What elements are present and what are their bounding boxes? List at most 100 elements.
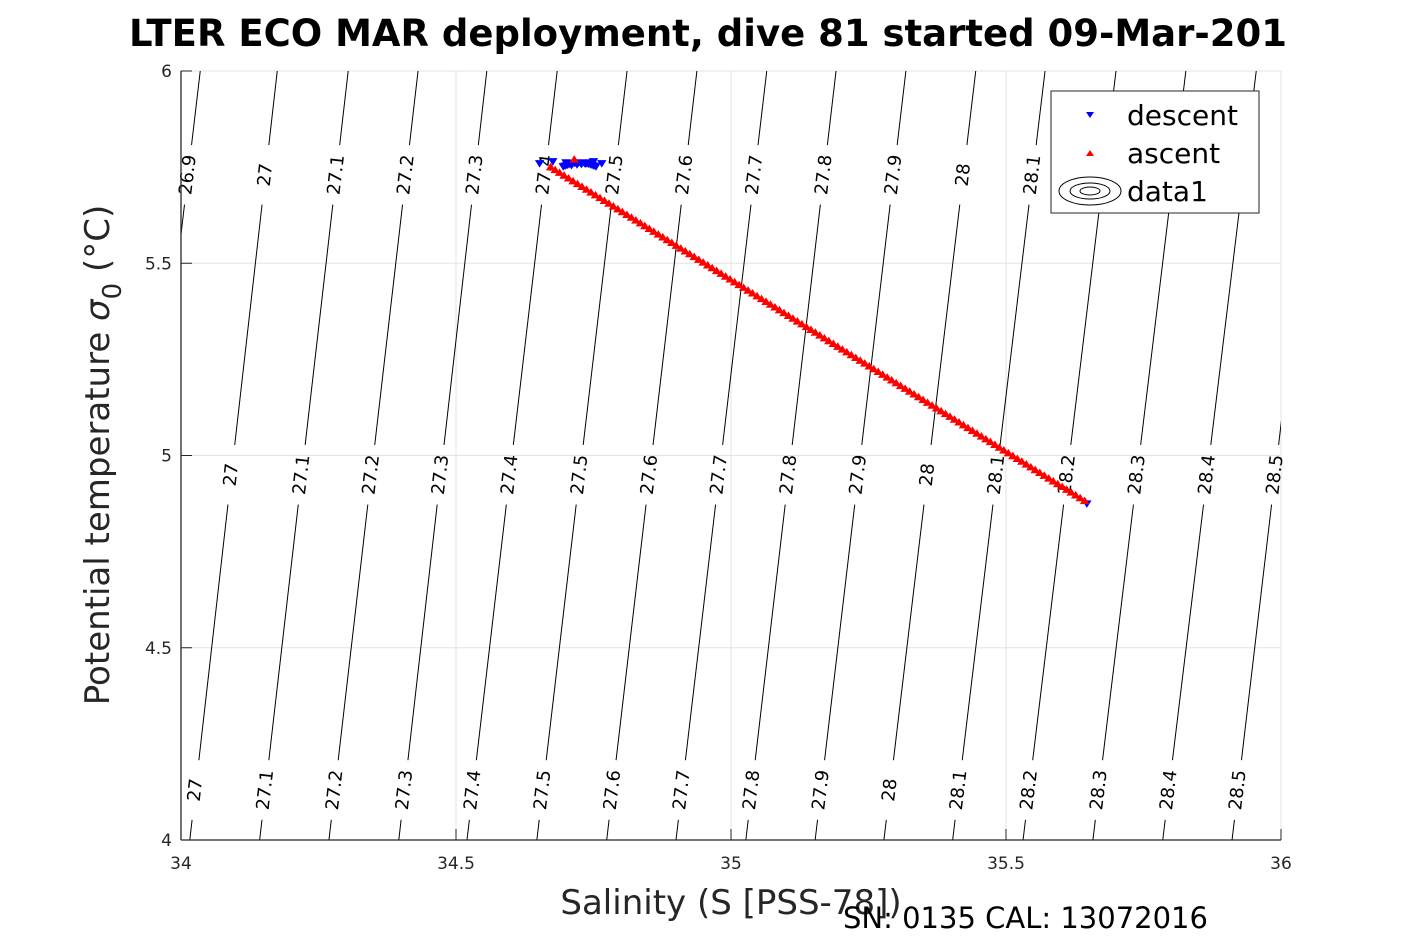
ascent-point (900, 384, 910, 392)
contour-line (966, 71, 977, 146)
contour-line (466, 819, 470, 840)
ascent-point (667, 238, 677, 247)
descent-point (534, 160, 545, 168)
contour-line (536, 819, 540, 840)
contour-label: 28 (952, 162, 976, 187)
ascent-point (774, 305, 785, 314)
ascent-point (1008, 451, 1018, 460)
y-axis-label-sigma: σ (78, 298, 118, 321)
ascent-point (927, 401, 937, 409)
ascent-point (913, 392, 924, 401)
ascent-point (842, 347, 852, 356)
contour-label: 27 (184, 777, 207, 802)
contour-line (339, 71, 349, 146)
contour-label: 27.5 (530, 769, 556, 811)
contour-line (548, 71, 558, 146)
ascent-point (891, 378, 901, 387)
contour-line (1240, 504, 1273, 761)
contour-label: 27.1 (289, 454, 314, 496)
legend-label: descent (1127, 99, 1238, 132)
legend: descent ascent data1 (1050, 90, 1260, 214)
contour-line (745, 819, 749, 840)
contour-line (398, 819, 402, 840)
contour-line (582, 204, 612, 445)
ascent-point (1066, 488, 1076, 496)
ascent-point (676, 244, 686, 252)
ascent-point (1030, 465, 1041, 474)
y-tick-label: 5.5 (145, 254, 172, 274)
contour-line (234, 204, 263, 445)
contour-label: 27.7 (706, 454, 732, 496)
contour-line (191, 71, 201, 146)
ascent-point (662, 235, 673, 244)
ascent-point (779, 308, 789, 317)
x-tick-label: 36 (1270, 854, 1292, 874)
ascent-point (873, 367, 883, 376)
contour-line (475, 504, 507, 761)
contour-label: 27.1 (324, 154, 349, 196)
ascent-point (967, 426, 978, 434)
x-tick-label: 34 (170, 854, 192, 874)
ascent-point (765, 300, 776, 308)
contour-label: 27.6 (600, 769, 626, 811)
ascent-point (725, 274, 735, 283)
contour-line (477, 71, 488, 146)
legend-entry-ascent: ascent (1086, 137, 1220, 170)
contour-label: 27.6 (637, 454, 663, 496)
contour-line (268, 504, 299, 761)
ascent-point (563, 173, 574, 182)
ascent-point (869, 364, 879, 373)
ascent-point (846, 350, 857, 359)
ascent-point (720, 272, 731, 280)
ascent-point (649, 227, 659, 235)
ascent-marker-icon (1086, 150, 1094, 156)
y-tick-label: 6 (161, 62, 172, 82)
contour-line (722, 204, 752, 445)
y-tick-label: 4 (161, 831, 172, 851)
ascent-point (631, 216, 641, 224)
ascent-point (810, 328, 821, 336)
ascent-point (640, 221, 650, 230)
ascent-point (1026, 462, 1036, 471)
ascent-point (577, 182, 587, 190)
contour-label: 27.7 (742, 154, 768, 196)
ascent-point (958, 420, 969, 429)
tick-labels: 34 34.5 35 35.5 36 4 4.5 5 5.5 6 (145, 62, 1292, 874)
ascent-point (604, 199, 614, 207)
contour-outer-icon (1058, 176, 1122, 206)
x-tick-label: 35.5 (987, 854, 1025, 874)
ascent-point (922, 398, 933, 406)
contour-line (606, 819, 610, 840)
ascent-point (1048, 476, 1058, 485)
ascent-point (635, 218, 646, 227)
ascent-point (792, 317, 803, 325)
ascent-point (743, 286, 753, 294)
contour-line (757, 71, 768, 146)
contour-label: 28 (878, 777, 902, 802)
contour-line (1278, 420, 1281, 445)
ascent-point (770, 302, 780, 311)
ascent-point (644, 224, 655, 233)
ascent-point (599, 196, 610, 204)
contour-line (883, 819, 887, 840)
contour-line (861, 204, 891, 445)
contour-inner-icon (1079, 186, 1101, 196)
contour-line (892, 504, 925, 761)
ascent-point (864, 361, 874, 370)
ascent-point (707, 263, 717, 272)
contour-line (961, 504, 994, 761)
ascent-point (617, 207, 628, 216)
contour-line (999, 204, 1030, 445)
ascent-point (972, 429, 982, 437)
ascent-point (1003, 448, 1014, 457)
ascent-point (940, 409, 951, 418)
legend-label: ascent (1127, 137, 1220, 170)
ascent-point (981, 434, 991, 443)
ascent-point (954, 417, 964, 426)
contour-label: 28.3 (1124, 454, 1150, 496)
ascent-point (693, 255, 704, 263)
contour-line (189, 819, 193, 840)
contour-label: 27.5 (602, 154, 628, 196)
contour-middle-icon (1069, 182, 1111, 200)
ascent-point (1053, 479, 1063, 488)
